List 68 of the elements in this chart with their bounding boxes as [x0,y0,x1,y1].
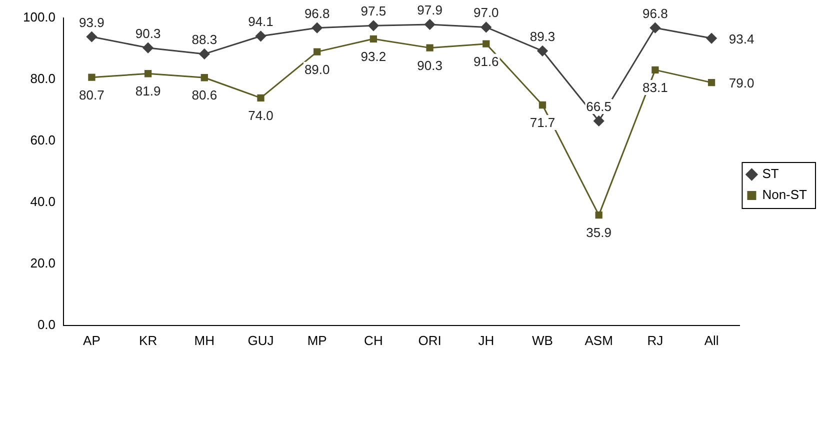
data-label: 74.0 [248,108,274,123]
y-tick-label: 60.0 [30,132,56,148]
data-label: 93.9 [79,14,104,30]
y-tick-label: 40.0 [30,194,56,210]
point [88,74,96,81]
legend-label: ST [762,166,779,182]
data-label: 35.9 [586,225,612,240]
y-tick-label: 80.0 [30,71,56,86]
x-tick-label: JH [478,332,494,348]
point [370,35,378,42]
data-label: 90.3 [135,26,161,41]
point [652,66,659,74]
data-label: 90.3 [417,58,442,73]
legend-label: Non-ST [762,187,808,202]
point [368,20,379,31]
data-label: 66.5 [586,98,612,114]
x-tick-label: GUJ [248,332,274,348]
data-label: 97.5 [360,4,386,19]
x-tick-label: MH [194,332,215,348]
data-label: 89.3 [530,28,556,44]
data-label: 89.0 [304,62,330,77]
x-tick-label: ASM [584,332,613,348]
point [650,22,660,34]
point [594,116,604,126]
y-tick-label: 20.0 [30,256,56,270]
point [314,48,321,56]
x-tick-label: ORI [418,332,442,348]
data-label: 96.8 [642,6,668,21]
data-label: 80.7 [79,87,104,102]
point [595,211,602,219]
point [312,22,322,34]
point [86,32,97,42]
x-tick-label: CH [364,332,383,348]
point [480,22,492,32]
y-tick-label: 0.0 [37,316,56,332]
point [482,40,490,48]
point [538,101,546,109]
point [144,70,152,78]
point [257,94,264,102]
data-label: 96.8 [304,6,330,21]
data-label: 71.7 [530,114,556,130]
point [537,46,548,56]
point [256,30,266,42]
data-label: 91.6 [473,54,499,69]
data-label: 83.1 [642,80,668,95]
data-label: 94.1 [248,14,274,30]
data-label: 88.3 [192,32,218,47]
point [142,42,154,54]
data-label: 80.6 [192,88,218,103]
x-tick-label: MP [307,332,327,348]
point [706,33,717,44]
x-tick-label: AP [83,332,100,348]
data-label: 81.9 [135,84,161,99]
x-tick-label: KR [139,332,158,348]
point [424,19,436,30]
data-label: 79.0 [728,76,754,91]
data-label: 97.9 [417,2,442,18]
point [200,74,208,82]
data-label: 97.0 [473,5,499,20]
point [426,44,434,52]
data-label: 93.2 [360,48,386,64]
y-tick-label: 100.0 [22,10,56,25]
x-tick-label: All [704,332,719,348]
point [199,48,210,60]
x-tick-label: WB [532,332,553,348]
x-tick-label: RJ [647,332,664,348]
data-label: 93.4 [728,31,754,46]
point [708,78,716,86]
